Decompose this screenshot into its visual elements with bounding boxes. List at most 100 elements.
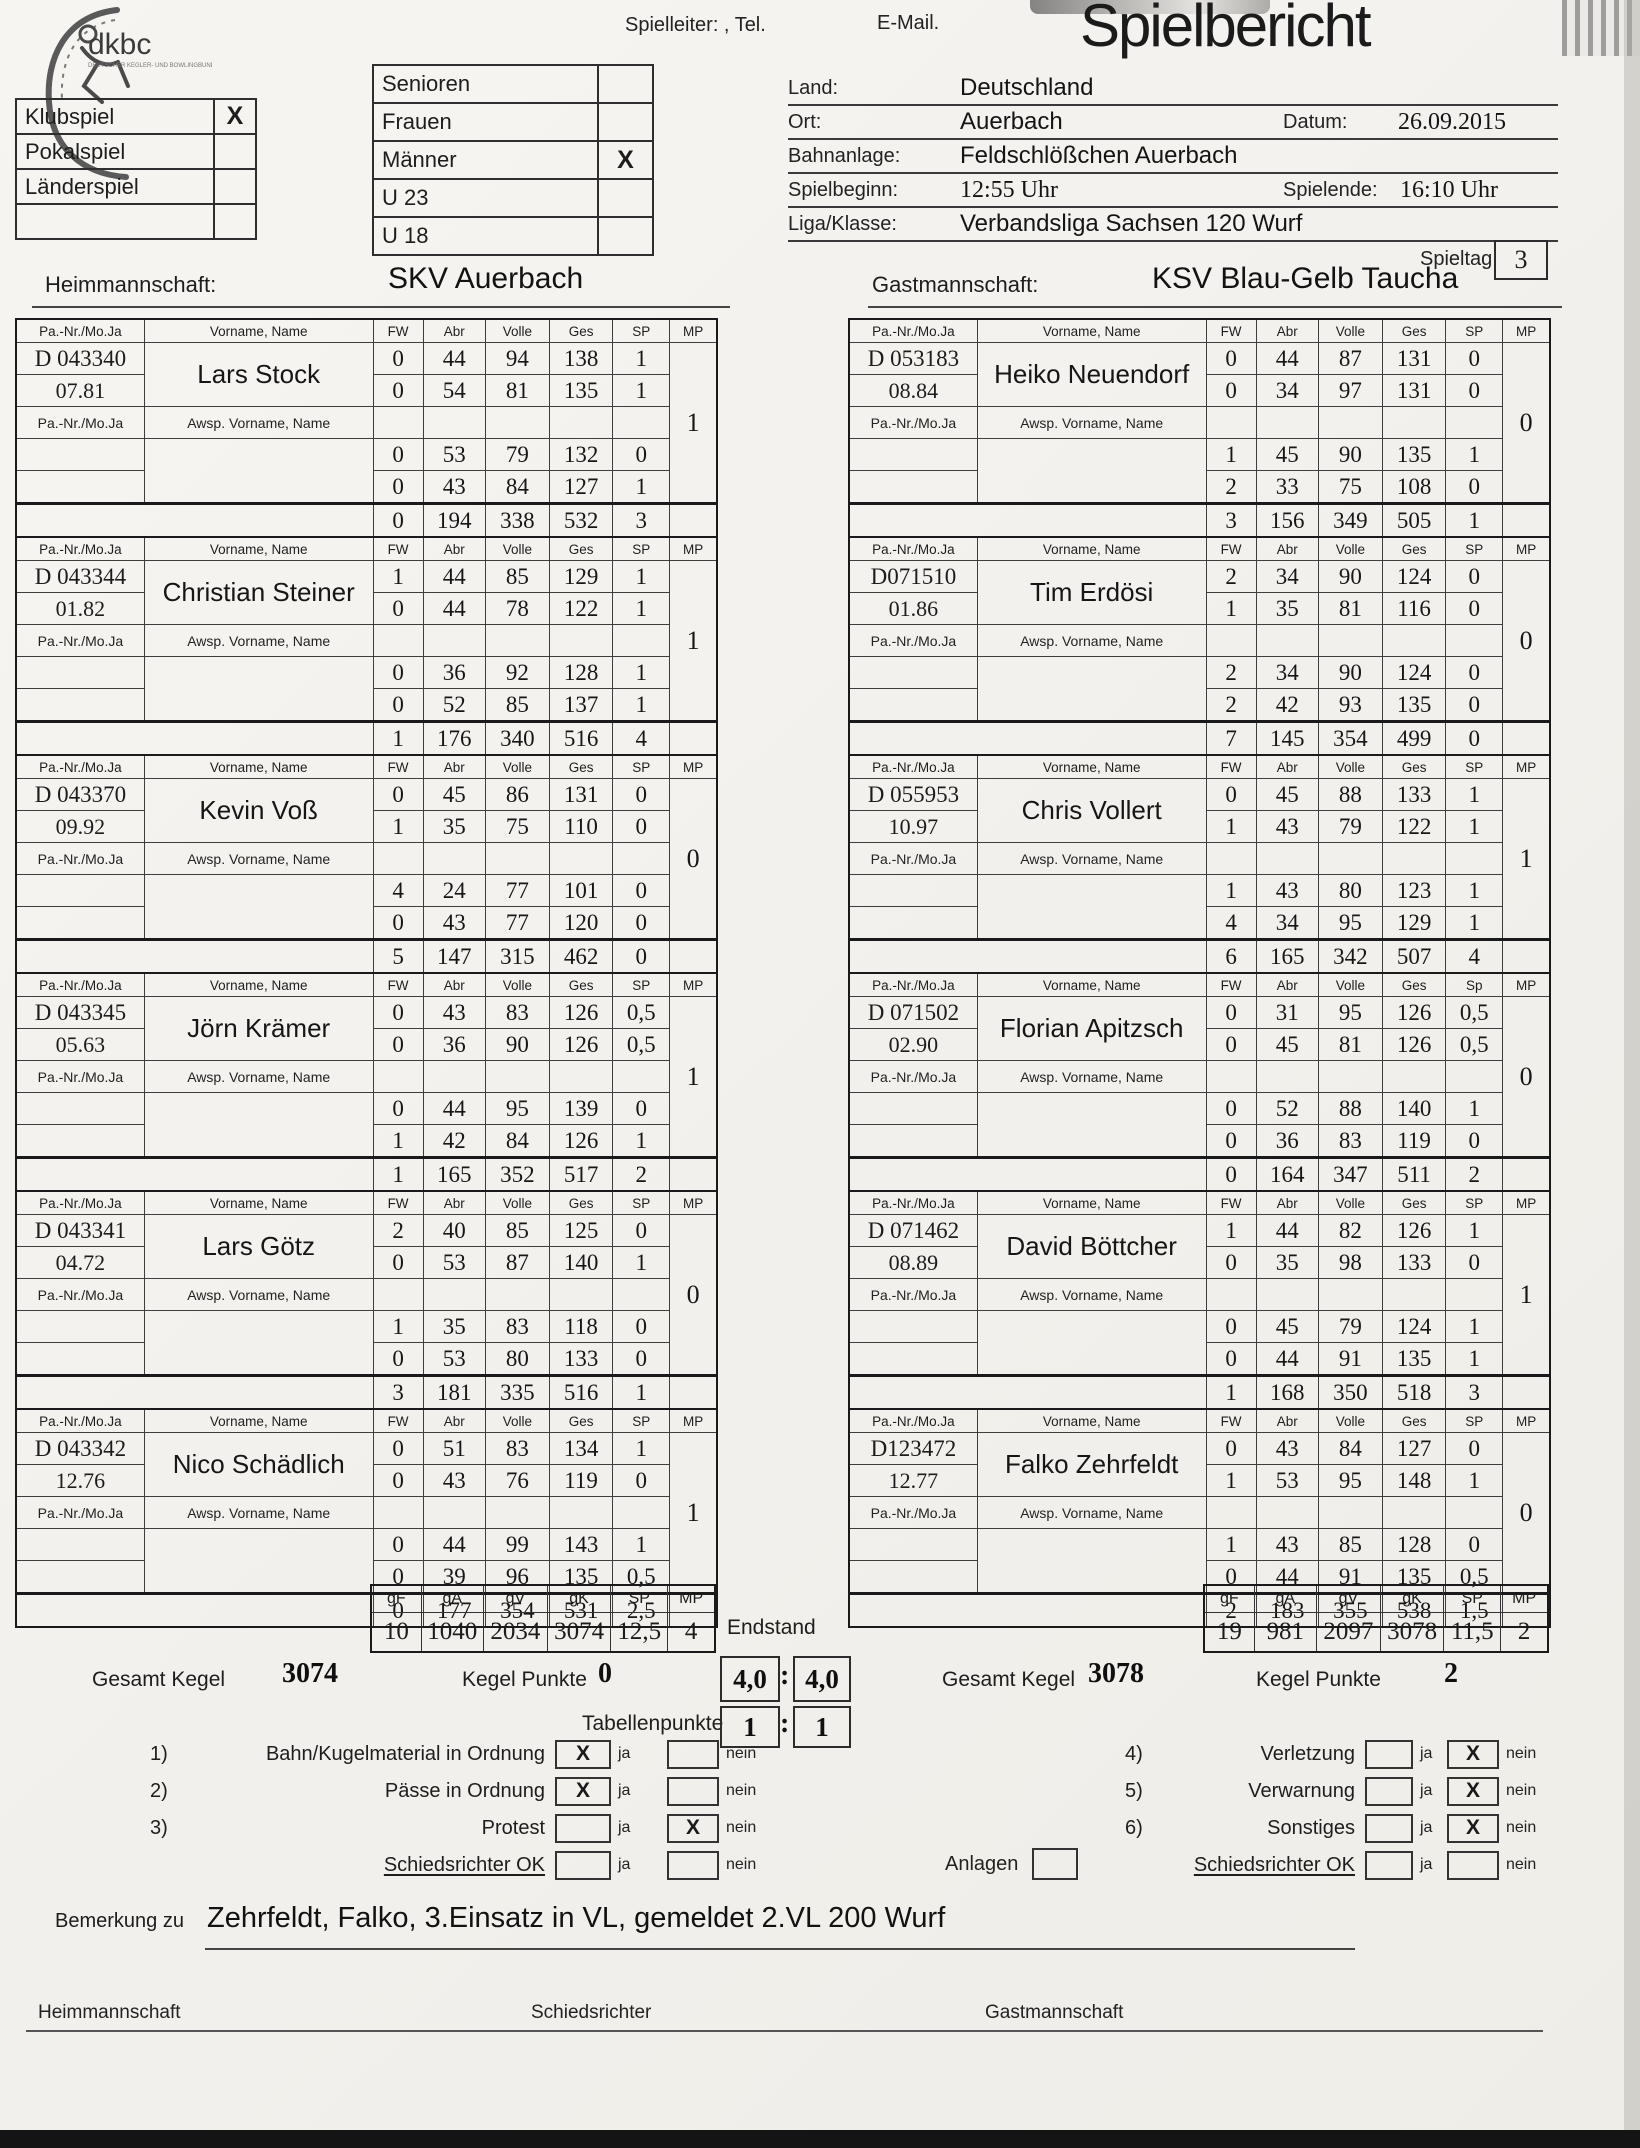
lane4-sp: 1 bbox=[612, 470, 671, 504]
lane4-ges: 135 bbox=[1381, 688, 1447, 722]
check-number: 1) bbox=[150, 1742, 168, 1765]
info-row-spielbeginn: Spielbeginn: 12:55 Uhr Spielende: 16:10 … bbox=[788, 172, 1558, 208]
lane2-ges: 126 bbox=[548, 1028, 614, 1061]
awsp-empty-cell bbox=[1317, 1278, 1383, 1311]
lane1-abr: 31 bbox=[1255, 996, 1319, 1029]
lane2-sp: 0,5 bbox=[612, 1028, 671, 1061]
awsp-empty-cell bbox=[1317, 406, 1383, 439]
lane1-sp: 0 bbox=[1445, 560, 1504, 593]
lane2-fw: 1 bbox=[372, 810, 424, 843]
col-header-volle: Volle bbox=[484, 536, 550, 561]
awsp-empty-cell bbox=[1255, 1496, 1319, 1529]
lane1-fw: 0 bbox=[372, 1432, 424, 1465]
total-mp-empty bbox=[1502, 938, 1551, 974]
total-abr: 165 bbox=[422, 1156, 486, 1192]
check-row: 6) Sonstiges ja X nein bbox=[1125, 1812, 1536, 1844]
liga-value: Verbandsliga Sachsen 120 Wurf bbox=[960, 210, 1303, 237]
player-pass-number: D 055953 bbox=[848, 778, 978, 811]
player-pass-number: D 071502 bbox=[848, 996, 978, 1029]
lane1-fw: 2 bbox=[372, 1214, 424, 1247]
player-mp: 1 bbox=[669, 1432, 718, 1594]
lane4-fw: 4 bbox=[1205, 906, 1257, 940]
checkbox-ja bbox=[1365, 1813, 1413, 1843]
lane3-fw: 2 bbox=[1205, 656, 1257, 689]
awsp-empty-cell bbox=[484, 1496, 550, 1529]
col-header-mp: MP bbox=[669, 972, 718, 997]
guest-kegelpunkte-value: 2 bbox=[1444, 1658, 1458, 1689]
player-mp: 1 bbox=[1502, 1214, 1551, 1376]
player-mp: 1 bbox=[669, 342, 718, 504]
awsp-empty-cell bbox=[1205, 1496, 1257, 1529]
player-name: Christian Steiner bbox=[143, 560, 374, 625]
awsp-empty-cell bbox=[612, 406, 671, 439]
player-month-year: 01.82 bbox=[15, 592, 145, 625]
guest-gesamt-value: 3078 bbox=[1088, 1658, 1144, 1689]
lane3-volle: 95 bbox=[484, 1092, 550, 1125]
lane3-fw: 0 bbox=[372, 1092, 424, 1125]
col-header-fw: FW bbox=[1205, 536, 1257, 561]
total-row-spacer bbox=[15, 938, 374, 974]
lane3-abr: 45 bbox=[1255, 438, 1319, 471]
lane2-fw: 0 bbox=[372, 1028, 424, 1061]
awsp-empty-cell bbox=[1445, 842, 1504, 875]
awsp-name-empty bbox=[143, 1310, 374, 1376]
category-label: U 18 bbox=[372, 216, 599, 256]
col-header-sp: SP bbox=[612, 1190, 671, 1215]
lane1-volle: 86 bbox=[484, 778, 550, 811]
awsp-empty-cell bbox=[1255, 1060, 1319, 1093]
col-header-mp: MP bbox=[669, 1408, 718, 1433]
endstand-guest-box: 4,0 bbox=[793, 1656, 851, 1702]
checkbox-nein: X bbox=[1447, 1776, 1499, 1806]
category-checkbox bbox=[597, 178, 654, 218]
col-header-fw: FW bbox=[1205, 754, 1257, 779]
total-volle: 340 bbox=[484, 720, 550, 756]
total-fw: 7 bbox=[1205, 720, 1257, 756]
player-pass-number: D 043342 bbox=[15, 1432, 145, 1465]
lane4-ges: 126 bbox=[548, 1124, 614, 1158]
total-abr: 168 bbox=[1255, 1374, 1319, 1410]
col-header-abr: Abr bbox=[1255, 754, 1319, 779]
awsp-name-label: Awsp. Vorname, Name bbox=[143, 624, 374, 657]
player-name: David Böttcher bbox=[976, 1214, 1207, 1279]
info-row-liga: Liga/Klasse: Verbandsliga Sachsen 120 Wu… bbox=[788, 206, 1558, 242]
lane4-abr: 42 bbox=[1255, 688, 1319, 722]
player-name: Lars Stock bbox=[143, 342, 374, 407]
total-mp-empty bbox=[1502, 1374, 1551, 1410]
lane2-abr: 45 bbox=[1255, 1028, 1319, 1061]
lane2-ges: 135 bbox=[548, 374, 614, 407]
col-header-sp: SP bbox=[1445, 318, 1504, 343]
player-month-year: 08.89 bbox=[848, 1246, 978, 1279]
lane1-ges: 131 bbox=[1381, 342, 1447, 375]
lane1-ges: 126 bbox=[1381, 1214, 1447, 1247]
lane3-sp: 1 bbox=[1445, 438, 1504, 471]
lane3-sp: 0 bbox=[1445, 1528, 1504, 1561]
totals-header-mp: MP bbox=[667, 1584, 716, 1613]
home-team-name: SKV Auerbach bbox=[388, 262, 584, 295]
col-header-fw: FW bbox=[1205, 318, 1257, 343]
lane1-sp: 1 bbox=[612, 1432, 671, 1465]
checkbox-nein bbox=[667, 1739, 719, 1769]
player-block: Pa.-Nr./Mo.Ja Vorname, Name FW Abr Volle… bbox=[15, 754, 718, 974]
lane2-ges: 110 bbox=[548, 810, 614, 843]
awsp-name-label: Awsp. Vorname, Name bbox=[976, 1060, 1207, 1093]
lane3-sp: 1 bbox=[1445, 874, 1504, 907]
lane1-abr: 40 bbox=[422, 1214, 486, 1247]
lane3-abr: 43 bbox=[1255, 1528, 1319, 1561]
awsp-empty-cell bbox=[484, 406, 550, 439]
lane2-fw: 0 bbox=[1205, 1028, 1257, 1061]
anlagen-row: Anlagen bbox=[945, 1848, 1079, 1880]
col-header-abr: Abr bbox=[422, 536, 486, 561]
awsp-name-label: Awsp. Vorname, Name bbox=[976, 1496, 1207, 1529]
awsp-name-empty bbox=[976, 656, 1207, 722]
awsp-pass-label: Pa.-Nr./Mo.Ja bbox=[848, 1278, 978, 1311]
awsp-empty-cell bbox=[372, 842, 424, 875]
check-row: 4) Verletzung ja X nein bbox=[1125, 1738, 1536, 1770]
col-header-pass: Pa.-Nr./Mo.Ja bbox=[848, 1190, 978, 1215]
col-header-volle: Volle bbox=[1317, 754, 1383, 779]
lane4-volle: 77 bbox=[484, 906, 550, 940]
lane2-sp: 0 bbox=[612, 1464, 671, 1497]
check-row: 5) Verwarnung ja X nein bbox=[1125, 1775, 1536, 1807]
lane4-fw: 1 bbox=[372, 1124, 424, 1158]
lane3-volle: 90 bbox=[1317, 656, 1383, 689]
